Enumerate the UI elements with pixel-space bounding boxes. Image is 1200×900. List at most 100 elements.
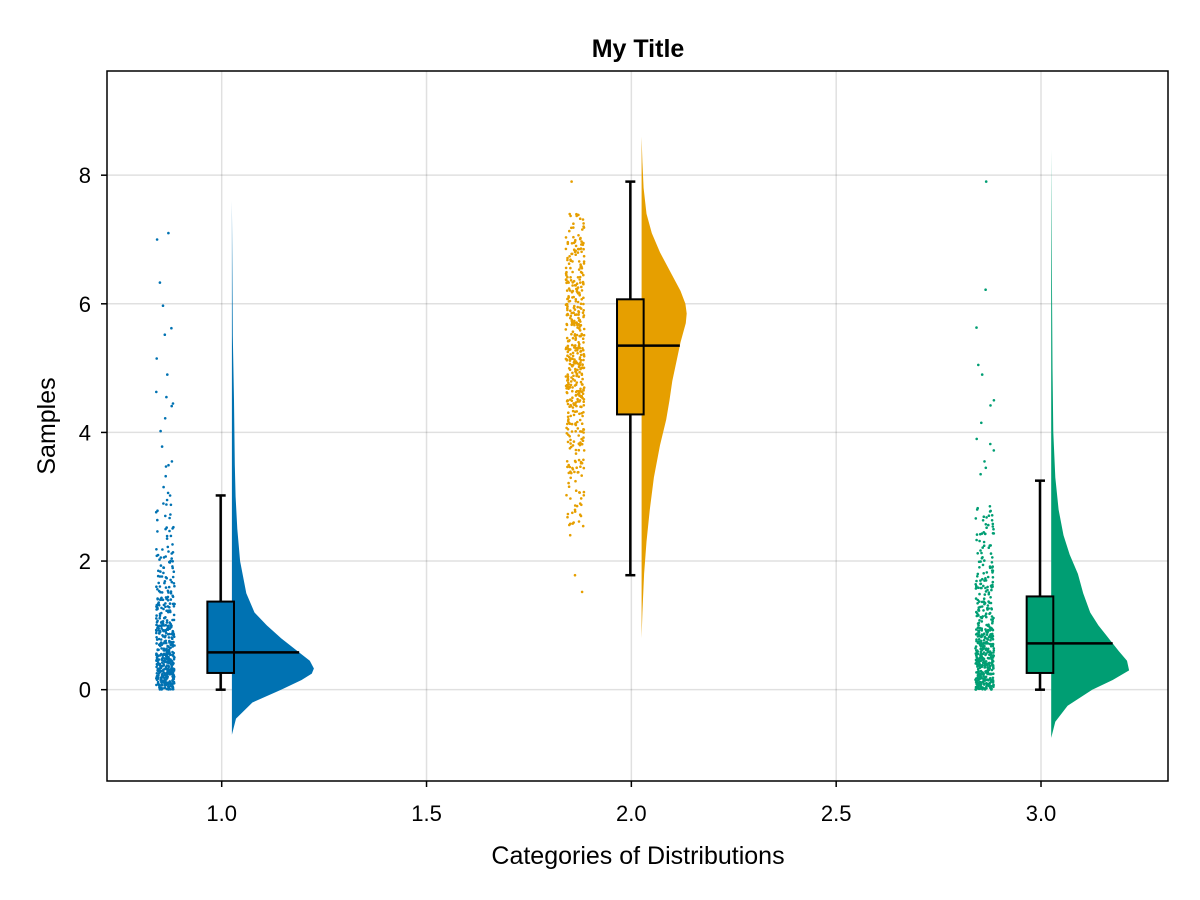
- rain-point: [574, 452, 578, 455]
- rain-point: [166, 624, 170, 628]
- rain-point: [161, 620, 165, 623]
- rain-point: [580, 271, 584, 275]
- rain-point: [582, 428, 585, 431]
- rain-point: [991, 638, 995, 641]
- rain-point: [162, 571, 165, 575]
- rain-point: [169, 534, 173, 538]
- rain-point: [988, 611, 992, 615]
- rain-point: [567, 411, 570, 415]
- box: [206, 600, 235, 674]
- rain-point: [168, 560, 171, 564]
- rain-point: [164, 576, 168, 579]
- rain-point: [167, 672, 170, 675]
- rain-point: [172, 582, 176, 585]
- rain-point: [582, 282, 585, 286]
- rain-point: [172, 613, 176, 617]
- rain-point: [164, 465, 168, 468]
- rain-point: [158, 612, 162, 616]
- rain-point: [988, 642, 992, 646]
- rain-point: [977, 613, 980, 617]
- rain-point: [167, 655, 170, 659]
- rain-point: [565, 426, 568, 430]
- rain-point: [981, 673, 985, 676]
- rain-point: [577, 319, 581, 322]
- rain-point: [976, 652, 980, 656]
- rain-point: [577, 323, 581, 326]
- rain-point: [566, 308, 569, 312]
- rain-point: [574, 244, 578, 248]
- rain-point: [566, 512, 570, 516]
- rain-point: [992, 449, 996, 452]
- rain-point: [158, 667, 161, 670]
- rain-point: [582, 358, 585, 362]
- x-tick-label: 3.0: [1026, 801, 1057, 826]
- rain-point: [577, 260, 581, 263]
- rain-point: [161, 548, 164, 551]
- rain-point: [156, 624, 160, 628]
- rain-point: [165, 627, 169, 631]
- rain-point: [170, 460, 174, 463]
- rain-point: [978, 592, 981, 596]
- rain-point: [982, 609, 985, 612]
- rain-point: [566, 377, 570, 380]
- rain-point: [566, 419, 570, 423]
- rain-point: [158, 614, 162, 617]
- rain-point: [573, 504, 577, 507]
- rain-point: [164, 586, 168, 589]
- rain-point: [581, 228, 584, 231]
- rain-point: [155, 390, 158, 394]
- rain-point: [575, 313, 578, 316]
- rain-point: [983, 688, 987, 691]
- rain-point: [160, 445, 164, 448]
- rain-point: [576, 300, 580, 304]
- rain-point: [582, 315, 585, 319]
- rain-point: [985, 571, 989, 574]
- rain-point: [576, 305, 579, 309]
- rain-point: [573, 284, 577, 287]
- rain-point: [977, 608, 980, 611]
- rain-point: [574, 300, 578, 303]
- rain-point: [988, 650, 992, 653]
- rain-point: [567, 433, 570, 437]
- rain-point: [582, 302, 585, 306]
- rain-point: [170, 557, 173, 560]
- axes-frame: [106, 70, 1169, 782]
- rain-point: [575, 381, 579, 384]
- rain-point: [568, 522, 572, 526]
- rain-point: [980, 556, 984, 560]
- rain-point: [573, 379, 577, 382]
- rain-point: [164, 514, 167, 518]
- rain-point: [564, 375, 568, 378]
- rain-point: [578, 400, 581, 403]
- rain-point: [567, 300, 571, 303]
- rain-point: [582, 262, 586, 265]
- rain-point: [987, 514, 991, 517]
- rain-point: [582, 436, 585, 439]
- rain-points: [564, 180, 586, 594]
- rain-point: [171, 594, 174, 598]
- rain-point: [982, 678, 986, 681]
- rain-point: [574, 367, 577, 371]
- rain-point: [155, 614, 158, 617]
- rain-point: [156, 518, 159, 522]
- rain-point: [975, 649, 979, 652]
- rain-point: [574, 489, 578, 493]
- rain-point: [985, 615, 988, 619]
- rain-point: [580, 461, 584, 465]
- rain-point: [170, 632, 174, 636]
- rain-point: [156, 658, 160, 661]
- rain-point: [991, 628, 994, 632]
- rain-point: [565, 289, 569, 292]
- rain-point: [580, 366, 583, 370]
- rain-point: [570, 332, 573, 336]
- rain-point: [987, 546, 991, 549]
- rain-point: [974, 645, 978, 648]
- rain-point: [573, 470, 576, 474]
- rain-point: [989, 596, 992, 599]
- rain-point: [985, 630, 988, 634]
- rain-point: [982, 515, 986, 518]
- rain-point: [984, 288, 987, 292]
- rain-point: [157, 674, 160, 677]
- rain-point: [162, 671, 165, 674]
